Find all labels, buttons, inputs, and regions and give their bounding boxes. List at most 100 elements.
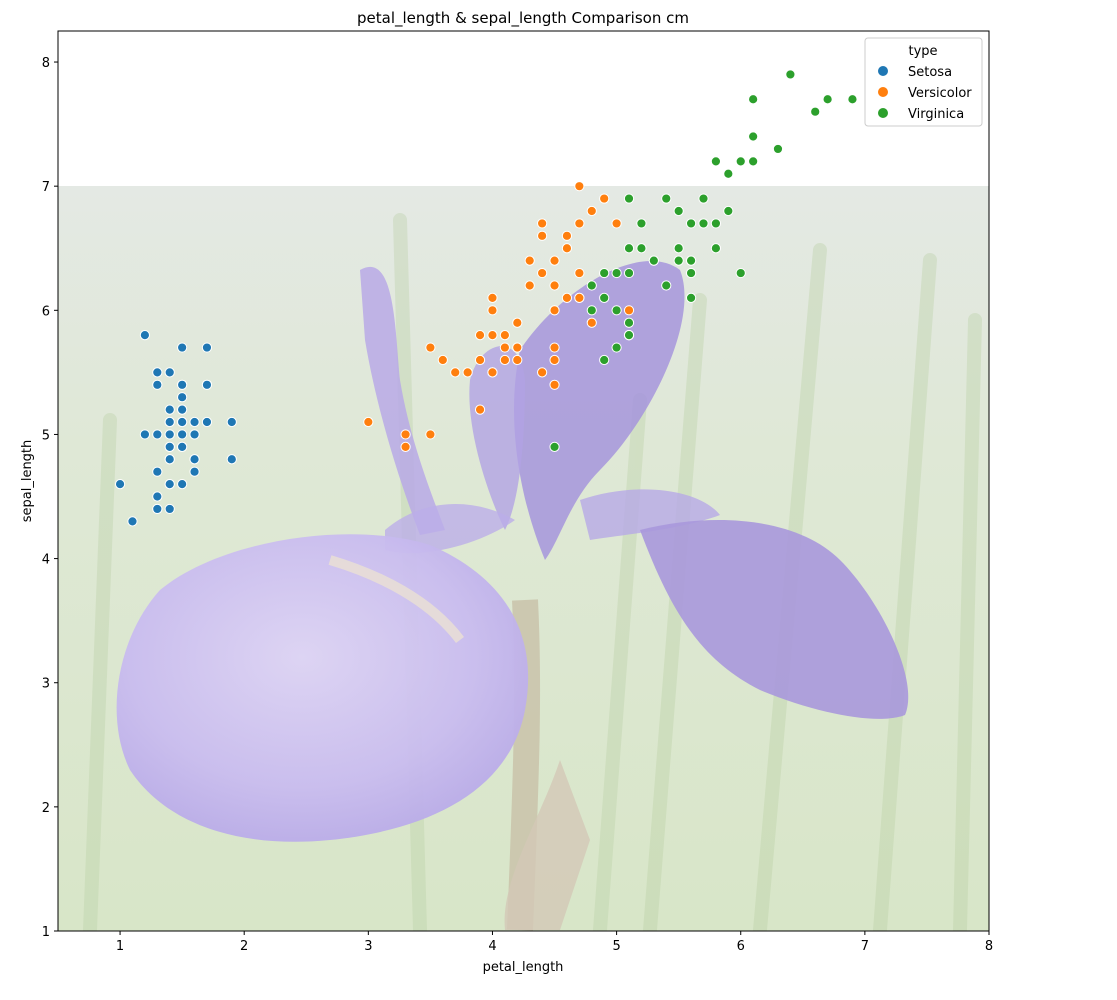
point-setosa	[139, 429, 150, 440]
point-versicolor	[549, 342, 560, 353]
x-axis-label: petal_length	[483, 960, 564, 975]
point-setosa	[164, 479, 175, 490]
point-versicolor	[462, 367, 473, 378]
x-tick-label: 8	[985, 939, 993, 954]
point-virginica	[847, 94, 858, 105]
x-tick-label: 1	[116, 939, 124, 954]
x-tick-label: 5	[612, 939, 620, 954]
point-versicolor	[537, 267, 548, 279]
point-versicolor	[561, 243, 573, 254]
point-setosa	[201, 342, 213, 353]
point-virginica	[549, 441, 560, 452]
point-setosa	[164, 429, 175, 440]
point-virginica	[748, 131, 759, 142]
legend-marker-versicolor	[877, 86, 889, 98]
x-axis-ticks: 1 2 3 4 5 6 7 8	[116, 931, 993, 954]
point-virginica	[623, 317, 635, 328]
y-axis-label: sepal_length	[20, 440, 35, 523]
point-versicolor	[623, 305, 635, 316]
x-tick-label: 3	[364, 939, 372, 954]
point-virginica	[611, 342, 622, 353]
point-virginica	[710, 218, 722, 229]
point-virginica	[735, 267, 746, 279]
point-virginica	[685, 292, 697, 303]
point-setosa	[164, 454, 175, 465]
point-setosa	[164, 416, 175, 428]
point-versicolor	[549, 255, 560, 266]
point-setosa	[164, 404, 175, 415]
point-versicolor	[487, 330, 498, 341]
point-setosa	[201, 416, 213, 428]
point-setosa	[152, 379, 163, 390]
point-setosa	[189, 466, 200, 477]
legend-marker-setosa	[877, 65, 889, 77]
point-virginica	[822, 94, 833, 105]
point-versicolor	[512, 354, 523, 366]
point-virginica	[735, 156, 746, 167]
y-tick-label: 8	[42, 56, 50, 71]
point-virginica	[710, 156, 722, 167]
point-setosa	[152, 429, 163, 440]
point-versicolor	[574, 292, 585, 303]
point-virginica	[673, 205, 684, 217]
point-versicolor	[450, 367, 461, 378]
point-versicolor	[561, 230, 573, 241]
point-virginica	[661, 193, 672, 204]
point-versicolor	[549, 354, 560, 366]
background-photo	[58, 186, 989, 931]
point-versicolor	[611, 218, 622, 229]
point-versicolor	[425, 342, 436, 353]
point-virginica	[623, 193, 635, 204]
legend-label-versicolor: Versicolor	[908, 86, 972, 101]
point-virginica	[723, 205, 734, 217]
point-versicolor	[549, 280, 560, 291]
point-setosa	[177, 429, 188, 440]
point-virginica	[599, 292, 610, 303]
legend-title: type	[908, 44, 937, 59]
point-virginica	[673, 243, 684, 254]
point-versicolor	[524, 255, 535, 266]
point-virginica	[623, 330, 635, 341]
point-setosa	[189, 416, 200, 428]
point-setosa	[114, 479, 126, 490]
y-tick-label: 4	[42, 553, 50, 568]
point-setosa	[201, 379, 213, 390]
point-virginica	[748, 156, 759, 167]
point-setosa	[177, 379, 188, 390]
point-virginica	[586, 305, 597, 316]
point-versicolor	[474, 330, 486, 341]
legend-marker-virginica	[877, 107, 889, 119]
point-setosa	[164, 503, 175, 515]
point-versicolor	[425, 429, 436, 440]
point-setosa	[177, 404, 188, 415]
point-virginica	[636, 218, 647, 229]
point-setosa	[226, 416, 237, 428]
point-virginica	[599, 267, 610, 279]
legend-label-setosa: Setosa	[908, 65, 952, 80]
point-versicolor	[512, 317, 523, 328]
point-versicolor	[549, 379, 560, 390]
point-versicolor	[537, 218, 548, 229]
point-setosa	[177, 479, 188, 490]
point-versicolor	[499, 342, 510, 353]
point-versicolor	[574, 218, 585, 229]
point-virginica	[673, 255, 684, 266]
point-virginica	[648, 255, 659, 266]
point-setosa	[226, 454, 237, 465]
point-virginica	[661, 280, 672, 291]
point-virginica	[685, 267, 697, 279]
point-versicolor	[487, 367, 498, 378]
point-virginica	[586, 280, 597, 291]
point-versicolor	[487, 305, 498, 316]
point-virginica	[611, 305, 622, 316]
point-versicolor	[586, 205, 597, 217]
point-versicolor	[474, 404, 486, 415]
point-versicolor	[499, 354, 510, 366]
point-virginica	[748, 94, 759, 105]
x-tick-label: 2	[240, 939, 248, 954]
point-setosa	[152, 367, 163, 378]
point-versicolor	[499, 330, 510, 341]
y-tick-label: 1	[42, 925, 50, 940]
y-tick-label: 7	[42, 180, 50, 195]
point-versicolor	[549, 305, 560, 316]
